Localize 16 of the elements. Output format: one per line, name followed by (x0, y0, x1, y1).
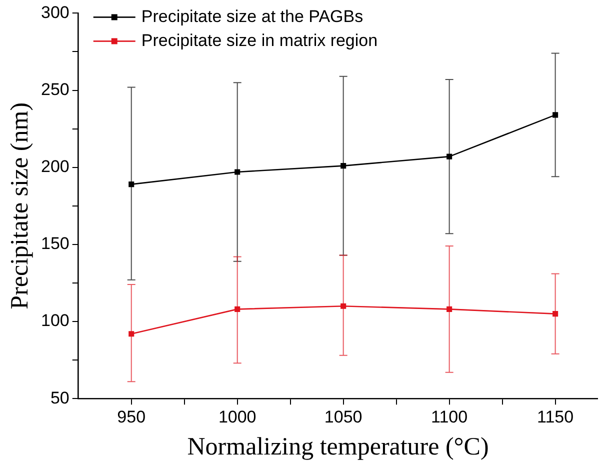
y-tick-label: 200 (40, 157, 70, 176)
y-tick-label: 250 (40, 80, 70, 99)
y-tick-label: 100 (40, 311, 70, 330)
point (234, 169, 240, 175)
x-tick-label: 1000 (218, 407, 256, 426)
x-axis-title: Normalizing temperature (°C) (187, 434, 489, 461)
y-axis-title: Precipitate size (nm) (6, 102, 34, 310)
x-tick-label: 950 (117, 407, 146, 426)
legend-label: Precipitate size in matrix region (141, 30, 378, 50)
y-tick-label: 300 (40, 2, 70, 22)
legend-label: Precipitate size at the PAGBs (141, 6, 364, 26)
x-tick-label: 1100 (431, 407, 468, 426)
y-tick-label: 150 (40, 234, 70, 254)
x-tick-label: 1050 (324, 407, 362, 426)
y-tick-label: 50 (50, 388, 70, 408)
x-tick-label: 1150 (537, 407, 574, 426)
